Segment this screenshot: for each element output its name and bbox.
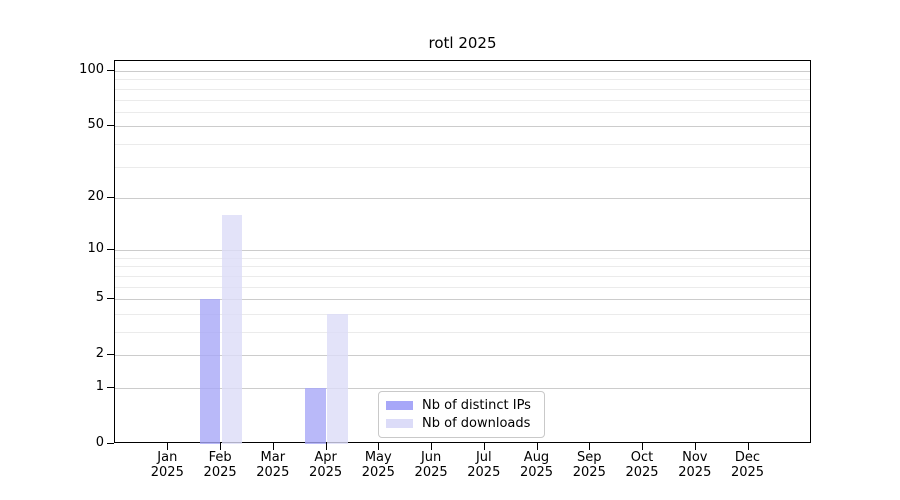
minor-gridline bbox=[115, 266, 810, 268]
bar-downloads-apr bbox=[327, 313, 348, 444]
x-tick-mark bbox=[747, 443, 749, 450]
x-tick-mark bbox=[536, 443, 538, 450]
legend: Nb of distinct IPs Nb of downloads bbox=[378, 391, 545, 438]
minor-gridline bbox=[115, 257, 810, 259]
x-tick-label: Jan 2025 bbox=[150, 450, 184, 480]
x-tick-label: Dec 2025 bbox=[730, 450, 765, 480]
minor-gridline bbox=[115, 313, 810, 315]
y-tick-mark bbox=[107, 443, 114, 444]
x-tick-mark bbox=[483, 443, 485, 450]
major-gridline bbox=[115, 388, 810, 389]
x-tick-label: Jul 2025 bbox=[467, 450, 501, 480]
minor-gridline bbox=[115, 79, 810, 81]
x-tick-mark bbox=[220, 443, 222, 450]
minor-gridline bbox=[115, 275, 810, 277]
legend-entry-downloads: Nb of downloads bbox=[386, 415, 537, 431]
bar-distinct-ips-feb bbox=[199, 299, 221, 444]
major-gridline bbox=[115, 299, 810, 301]
y-tick-mark bbox=[107, 70, 114, 71]
legend-swatch-icon bbox=[386, 401, 413, 410]
minor-gridline bbox=[115, 99, 810, 101]
y-tick-label: 50 bbox=[87, 117, 104, 133]
x-tick-mark bbox=[325, 443, 327, 450]
bar-distinct-ips-apr bbox=[305, 388, 326, 444]
y-tick-label: 20 bbox=[87, 188, 104, 204]
x-tick-label: Nov 2025 bbox=[678, 450, 712, 480]
x-tick-mark bbox=[167, 443, 169, 450]
minor-gridline bbox=[115, 286, 810, 288]
legend-swatch-icon bbox=[386, 419, 413, 428]
minor-gridline bbox=[115, 111, 810, 113]
x-tick-label: Aug 2025 bbox=[519, 450, 554, 480]
plot-area bbox=[114, 60, 811, 444]
minor-gridline bbox=[115, 143, 810, 145]
x-tick-label: May 2025 bbox=[361, 450, 395, 480]
y-tick-mark bbox=[107, 298, 114, 300]
x-tick-mark bbox=[642, 443, 643, 450]
legend-label: Nb of downloads bbox=[422, 415, 531, 431]
bar-downloads-feb bbox=[221, 215, 243, 444]
major-gridline bbox=[115, 250, 810, 252]
minor-gridline bbox=[115, 88, 810, 90]
minor-gridline bbox=[115, 166, 810, 168]
chart-title: rotl 2025 bbox=[428, 34, 497, 52]
y-tick-mark bbox=[107, 354, 114, 356]
major-gridline bbox=[115, 355, 810, 357]
y-tick-mark bbox=[107, 196, 114, 198]
major-gridline bbox=[115, 71, 810, 72]
minor-gridline bbox=[115, 332, 810, 333]
x-tick-label: Mar 2025 bbox=[256, 450, 290, 480]
x-tick-label: Sep 2025 bbox=[572, 450, 606, 480]
y-tick-label: 2 bbox=[95, 346, 104, 362]
y-tick-label: 10 bbox=[87, 241, 104, 257]
y-tick-label: 5 bbox=[95, 290, 104, 306]
y-tick-label: 0 bbox=[95, 435, 104, 450]
x-tick-mark bbox=[694, 443, 696, 450]
x-tick-mark bbox=[589, 443, 591, 450]
legend-label: Nb of distinct IPs bbox=[422, 397, 531, 413]
x-tick-label: Apr 2025 bbox=[309, 450, 343, 480]
y-tick-label: 100 bbox=[79, 62, 104, 77]
major-gridline bbox=[115, 126, 810, 128]
legend-entry-distinct-ips: Nb of distinct IPs bbox=[386, 397, 537, 413]
x-tick-mark bbox=[431, 443, 433, 450]
y-tick-mark bbox=[107, 125, 114, 127]
y-tick-label: 1 bbox=[95, 379, 104, 394]
y-tick-mark bbox=[107, 387, 114, 388]
x-tick-label: Oct 2025 bbox=[625, 450, 659, 480]
x-tick-label: Feb 2025 bbox=[203, 450, 237, 480]
major-gridline bbox=[115, 197, 810, 199]
x-tick-mark bbox=[272, 443, 274, 450]
x-tick-label: Jun 2025 bbox=[414, 450, 448, 480]
y-tick-mark bbox=[107, 249, 114, 251]
x-tick-mark bbox=[378, 443, 380, 450]
